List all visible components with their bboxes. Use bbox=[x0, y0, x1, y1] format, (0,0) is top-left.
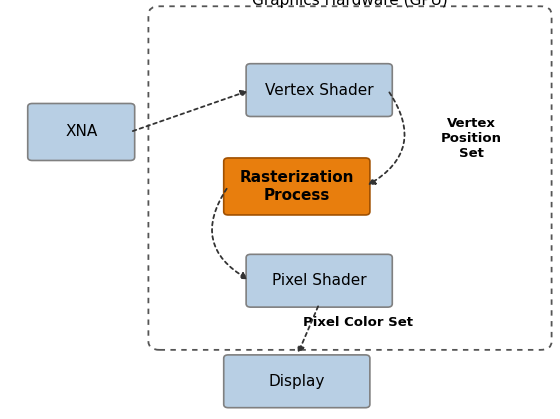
Text: Graphics Hardware (GPU): Graphics Hardware (GPU) bbox=[252, 0, 448, 8]
FancyBboxPatch shape bbox=[246, 254, 392, 307]
Text: Rasterization
Process: Rasterization Process bbox=[240, 170, 354, 203]
FancyArrowPatch shape bbox=[212, 189, 246, 278]
FancyBboxPatch shape bbox=[223, 158, 370, 215]
FancyBboxPatch shape bbox=[223, 355, 370, 408]
Text: XNA: XNA bbox=[65, 124, 97, 140]
FancyArrowPatch shape bbox=[298, 306, 318, 352]
FancyBboxPatch shape bbox=[246, 64, 392, 116]
FancyArrowPatch shape bbox=[133, 91, 246, 131]
FancyArrowPatch shape bbox=[370, 92, 404, 184]
Text: Display: Display bbox=[269, 374, 325, 389]
Text: Vertex
Position
Set: Vertex Position Set bbox=[441, 117, 502, 160]
Text: Pixel Color Set: Pixel Color Set bbox=[304, 316, 413, 329]
Text: Pixel Shader: Pixel Shader bbox=[272, 273, 366, 288]
Text: Vertex Shader: Vertex Shader bbox=[265, 83, 374, 98]
FancyBboxPatch shape bbox=[27, 103, 134, 160]
